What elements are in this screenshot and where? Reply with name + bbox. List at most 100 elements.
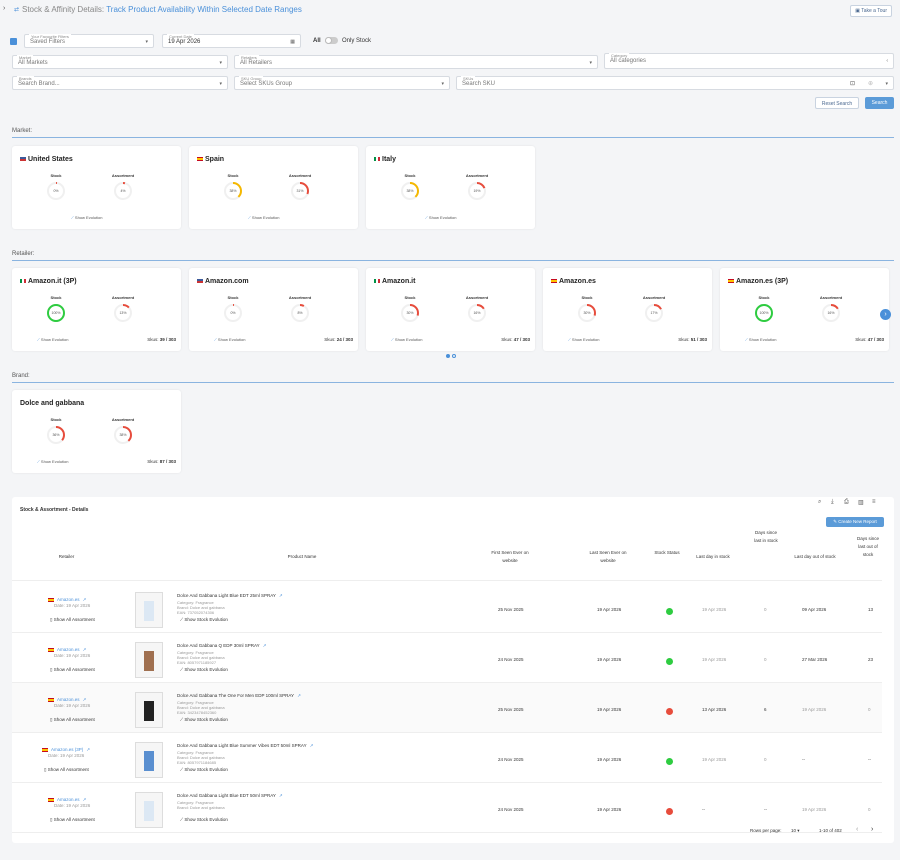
download-icon[interactable]: ⤓ — [831, 499, 834, 505]
days-since-out: 13 — [868, 607, 874, 612]
search-button[interactable]: Search — [865, 97, 894, 109]
chart-line-icon: ⟋ — [37, 337, 41, 342]
only-stock-toggle[interactable] — [325, 37, 338, 44]
retailer-0-stock-label: Stock — [50, 295, 62, 300]
col-last-day-in-stock[interactable]: Last day in stock — [696, 554, 730, 559]
product-brand: Brand: Dolce and gabbana — [177, 805, 225, 810]
brand-assortment-gauge: 38% — [113, 425, 133, 445]
show-stock-evolution-link[interactable]: ⟋ Show Stock Evolution — [180, 817, 228, 822]
retailer-3-title: Amazon.es — [551, 278, 596, 285]
days-since-in: 0 — [764, 607, 767, 612]
retailer-link[interactable]: Amazon.es ↗ — [57, 647, 87, 652]
create-report-button[interactable]: ✎ Create New Report — [826, 517, 884, 527]
market-2-assortment-gauge-value: 19% — [473, 189, 481, 193]
days-since-in: 0 — [764, 657, 767, 662]
market-0-card: United States Stock Assortment 0% 4% ⟋ Show E… — [12, 146, 181, 229]
details-title: Stock & Assortment - Details — [20, 507, 89, 513]
skus-search-input[interactable]: SKUs Search SKU ⊡ ⊕ ▾ — [456, 76, 894, 90]
current-date-field[interactable]: Current Date 19 Apr 2026 ▦ — [162, 34, 301, 48]
show-all-assortment-link[interactable]: ▯ Show All Assortment — [44, 767, 89, 772]
retailer-link[interactable]: Amazon.es ↗ — [57, 697, 87, 702]
market-1-assortment-label: Assortment — [288, 173, 312, 178]
market-1-assortment-gauge-value: 31% — [296, 189, 304, 193]
take-tour-button[interactable]: ▣ Take a Tour — [850, 5, 892, 17]
retailer-2-assortment-label: Assortment — [465, 295, 489, 300]
brand-show-evolution[interactable]: ⟋ Show Evolution — [37, 459, 69, 464]
sku-group-select[interactable]: SKU Group Select SKUs Group ▾ — [234, 76, 450, 90]
product-name: Dolce And Gabbana Q EDP 30ml SPRAY ↗ — [177, 643, 267, 648]
col-first-seen[interactable]: First Seen Ever on website — [491, 550, 529, 563]
retailer-1-card: Amazon.com Stock Assortment 0% 8% ⟋ Show Evol… — [189, 268, 358, 351]
retailer-0-skus: Skus: 39 / 303 — [147, 337, 176, 342]
terminal-icon[interactable]: ⊡ — [849, 81, 855, 87]
show-all-assortment-link[interactable]: ▯ Show All Assortment — [50, 817, 95, 822]
product-ean: EAN: 737052074306 — [177, 610, 215, 615]
row-date: Date: 19 Apr 2026 — [54, 603, 91, 608]
upload-icon[interactable]: ⊕ — [867, 81, 873, 87]
retailer-2-show-evolution[interactable]: ⟋ Show Evolution — [391, 337, 423, 342]
rows-per-page-select[interactable]: 10 ▾ — [791, 828, 800, 833]
col-days-since-in[interactable]: Days since last in stock — [754, 530, 778, 543]
brand-stock-gauge-value: 36% — [52, 433, 60, 437]
carousel-next-button[interactable]: › — [880, 309, 891, 320]
rows-per-page-label: Rows per page: — [750, 828, 782, 833]
carousel-dot-2[interactable] — [452, 354, 456, 358]
external-link-icon[interactable]: ↗ — [262, 643, 267, 648]
category-select[interactable]: Category All categories ‹ — [604, 53, 894, 69]
product-name: Dolce And Gabbana Light Blue EDT 50ml SP… — [177, 793, 283, 798]
retailer-link[interactable]: Amazon.es ↗ — [57, 597, 87, 602]
retailer-0-show-evolution[interactable]: ⟋ Show Evolution — [37, 337, 69, 342]
show-all-assortment-link[interactable]: ▯ Show All Assortment — [50, 667, 95, 672]
product-category: Category: Fragrance — [177, 650, 214, 655]
retailer-link[interactable]: Amazon.es (3P) ↗ — [51, 747, 91, 752]
show-stock-evolution-link[interactable]: ⟋ Show Stock Evolution — [180, 767, 228, 772]
show-all-assortment-link[interactable]: ▯ Show All Assortment — [50, 717, 95, 722]
expand-icon[interactable]: › — [3, 5, 6, 12]
carousel-dot-1[interactable] — [446, 354, 450, 358]
market-2-stock-gauge: 38% — [400, 181, 420, 201]
market-2-show-evolution[interactable]: ⟋ Show Evolution — [425, 215, 457, 220]
external-link-icon[interactable]: ↗ — [309, 743, 314, 748]
retailer-1-show-evolution[interactable]: ⟋ Show Evolution — [214, 337, 246, 342]
col-days-since-out[interactable]: Days since last out of stock — [856, 536, 879, 557]
calendar-icon[interactable]: ▦ — [290, 39, 295, 45]
brand-stock-label: Stock — [50, 417, 62, 422]
market-select[interactable]: Market All Markets ▾ — [12, 55, 228, 69]
show-stock-evolution-link[interactable]: ⟋ Show Stock Evolution — [180, 617, 228, 622]
show-stock-evolution-link[interactable]: ⟋ Show Stock Evolution — [180, 667, 228, 672]
retailer-2-stock-gauge: 30% — [400, 303, 420, 323]
show-all-assortment-link[interactable]: ▯ Show All Assortment — [50, 617, 95, 622]
brands-input[interactable]: Brands Search Brand... ▾ — [12, 76, 228, 90]
it-flag-icon — [20, 279, 26, 284]
print-icon[interactable]: ⎙ — [844, 499, 849, 505]
col-retailer[interactable]: Retailer — [58, 554, 75, 559]
col-last-day-out[interactable]: Last day out of stock — [794, 554, 836, 559]
next-page-button[interactable]: › — [871, 826, 874, 833]
market-1-show-evolution[interactable]: ⟋ Show Evolution — [248, 215, 280, 220]
col-stock-status[interactable]: Stock Status — [654, 550, 680, 555]
columns-icon[interactable]: ▥ — [858, 500, 864, 506]
market-0-show-evolution[interactable]: ⟋ Show Evolution — [71, 215, 103, 220]
retailer-link[interactable]: Amazon.es ↗ — [57, 797, 87, 802]
external-link-icon[interactable]: ↗ — [278, 593, 283, 598]
prev-page-button[interactable]: ‹ — [856, 826, 859, 833]
retailers-select[interactable]: Retailers All Retailers ▾ — [234, 55, 598, 69]
col-product-name[interactable]: Product Name — [287, 554, 317, 559]
external-link-icon[interactable]: ↗ — [297, 693, 301, 698]
chevron-left-icon: ‹ — [886, 58, 888, 64]
it-flag-icon — [374, 157, 380, 162]
retailer-3-show-evolution[interactable]: ⟋ Show Evolution — [568, 337, 600, 342]
retailer-4-show-evolution[interactable]: ⟋ Show Evolution — [745, 337, 777, 342]
es-flag-icon — [48, 798, 54, 802]
retailer-2-title: Amazon.it — [374, 278, 415, 285]
filter-list-icon[interactable]: ≡ — [872, 499, 876, 505]
reset-search-button[interactable]: Reset Search — [815, 97, 859, 109]
favourite-filters-select[interactable]: Your Favourite Filters Saved Filters ▾ — [24, 34, 154, 48]
col-last-seen[interactable]: Last Seen Ever on website — [589, 550, 627, 563]
product-name: Dolce And Gabbana Light Blue EDT 25ml SP… — [177, 593, 283, 598]
stock-status-dot — [666, 658, 673, 665]
search-icon[interactable]: ⌕ — [818, 499, 822, 505]
external-link-icon[interactable]: ↗ — [278, 793, 283, 798]
show-stock-evolution-link[interactable]: ⟋ Show Stock Evolution — [180, 717, 228, 722]
chart-line-icon: ⟋ — [71, 215, 75, 220]
